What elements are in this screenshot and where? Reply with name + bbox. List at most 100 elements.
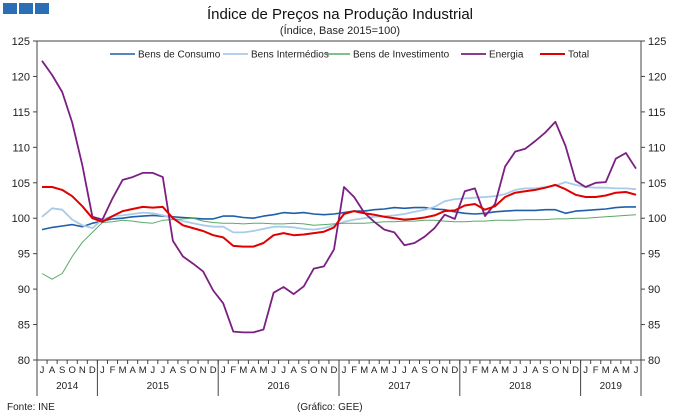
y-tick-label-right: 100 bbox=[648, 213, 666, 225]
y-tick-label-right: 115 bbox=[648, 107, 666, 119]
x-month-label: J bbox=[392, 365, 397, 376]
y-tick-label-right: 105 bbox=[648, 178, 666, 190]
logo-block-3 bbox=[35, 3, 49, 14]
legend-label: Bens de Investimento bbox=[353, 50, 450, 61]
x-month-label: O bbox=[310, 365, 317, 376]
x-month-label: M bbox=[481, 365, 489, 376]
x-month-label: N bbox=[79, 365, 86, 376]
y-tick-label-left: 125 bbox=[12, 36, 30, 48]
x-month-label: O bbox=[189, 365, 196, 376]
plot-frame bbox=[36, 40, 642, 361]
x-month-label: F bbox=[230, 365, 236, 376]
x-month-label: M bbox=[139, 365, 147, 376]
series-line bbox=[41, 60, 637, 334]
x-month-label: J bbox=[583, 365, 588, 376]
x-month-label: F bbox=[472, 365, 478, 376]
x-month-label: A bbox=[532, 365, 539, 376]
x-month-label: J bbox=[221, 365, 226, 376]
y-tick-label-left: 110 bbox=[12, 142, 30, 154]
legend-label: Total bbox=[568, 50, 589, 61]
x-month-label: S bbox=[180, 365, 186, 376]
logo-block-2 bbox=[19, 3, 33, 14]
y-tick-label-right: 90 bbox=[648, 284, 660, 296]
x-month-label: A bbox=[291, 365, 298, 376]
x-month-label: N bbox=[441, 365, 448, 376]
x-month-label: O bbox=[552, 365, 559, 376]
x-month-label: F bbox=[351, 365, 357, 376]
x-month-label: J bbox=[100, 365, 105, 376]
x-month-label: O bbox=[69, 365, 76, 376]
x-month-label: D bbox=[89, 365, 96, 376]
x-month-label: S bbox=[421, 365, 427, 376]
x-month-label: A bbox=[250, 365, 257, 376]
logo-block-1 bbox=[3, 3, 17, 14]
series-line bbox=[42, 183, 637, 248]
x-month-label: M bbox=[602, 365, 610, 376]
x-month-label: S bbox=[301, 365, 307, 376]
y-tick-label-right: 120 bbox=[648, 71, 666, 83]
x-month-label: M bbox=[380, 365, 388, 376]
year-label: 2015 bbox=[147, 381, 170, 392]
series-line bbox=[41, 181, 637, 234]
y-tick-label-right: 110 bbox=[648, 142, 666, 154]
x-month-label: A bbox=[170, 365, 177, 376]
x-month-label: J bbox=[402, 365, 407, 376]
y-tick-label-left: 90 bbox=[18, 284, 30, 296]
x-month-label: D bbox=[572, 365, 579, 376]
x-month-label: J bbox=[634, 365, 639, 376]
y-tick-label-right: 85 bbox=[648, 320, 660, 332]
x-month-label: M bbox=[501, 365, 509, 376]
x-month-label: F bbox=[110, 365, 116, 376]
legend-label: Energia bbox=[489, 50, 524, 61]
x-month-label: N bbox=[200, 365, 207, 376]
y-tick-label-left: 100 bbox=[12, 213, 30, 225]
y-tick-label-left: 95 bbox=[18, 249, 30, 261]
y-tick-label-right: 80 bbox=[648, 355, 660, 367]
year-label: 2016 bbox=[267, 381, 290, 392]
x-month-label: J bbox=[523, 365, 528, 376]
source-note: Fonte: INE bbox=[7, 402, 55, 413]
x-month-label: A bbox=[129, 365, 136, 376]
y-tick-label-left: 105 bbox=[12, 178, 30, 190]
x-month-label: M bbox=[260, 365, 268, 376]
x-month-label: J bbox=[40, 365, 45, 376]
y-tick-label-left: 85 bbox=[18, 320, 30, 332]
y-tick-label-right: 125 bbox=[648, 36, 666, 48]
year-label: 2018 bbox=[509, 381, 532, 392]
x-month-label: J bbox=[281, 365, 286, 376]
x-month-label: A bbox=[49, 365, 56, 376]
x-month-label: J bbox=[462, 365, 467, 376]
x-month-label: J bbox=[150, 365, 155, 376]
x-month-label: S bbox=[542, 365, 548, 376]
y-tick-label-left: 115 bbox=[12, 107, 30, 119]
year-label: 2014 bbox=[56, 381, 79, 392]
credit-note: (Gráfico: GEE) bbox=[297, 402, 363, 413]
chart-title: Índice de Preços na Produção Industrial bbox=[207, 6, 473, 23]
x-month-label: J bbox=[160, 365, 165, 376]
x-month-label: J bbox=[342, 365, 347, 376]
x-month-label: A bbox=[371, 365, 378, 376]
x-month-label: M bbox=[622, 365, 630, 376]
x-month-label: A bbox=[411, 365, 418, 376]
x-month-label: M bbox=[360, 365, 368, 376]
x-month-label: N bbox=[562, 365, 569, 376]
chart-subtitle: (Índice, Base 2015=100) bbox=[279, 25, 401, 37]
x-month-label: A bbox=[613, 365, 620, 376]
y-tick-label-left: 120 bbox=[12, 71, 30, 83]
x-month-label: A bbox=[492, 365, 499, 376]
x-month-label: M bbox=[239, 365, 247, 376]
x-month-label: J bbox=[513, 365, 518, 376]
legend-label: Bens Intermédios bbox=[251, 50, 329, 61]
x-month-label: D bbox=[331, 365, 338, 376]
x-month-label: J bbox=[271, 365, 276, 376]
year-label: 2017 bbox=[388, 381, 411, 392]
x-month-label: D bbox=[451, 365, 458, 376]
x-month-label: M bbox=[119, 365, 127, 376]
x-month-label: F bbox=[593, 365, 599, 376]
x-month-label: O bbox=[431, 365, 438, 376]
y-tick-label-left: 80 bbox=[18, 355, 30, 367]
y-tick-label-right: 95 bbox=[648, 249, 660, 261]
legend-label: Bens de Consumo bbox=[138, 50, 221, 61]
x-month-label: D bbox=[210, 365, 217, 376]
